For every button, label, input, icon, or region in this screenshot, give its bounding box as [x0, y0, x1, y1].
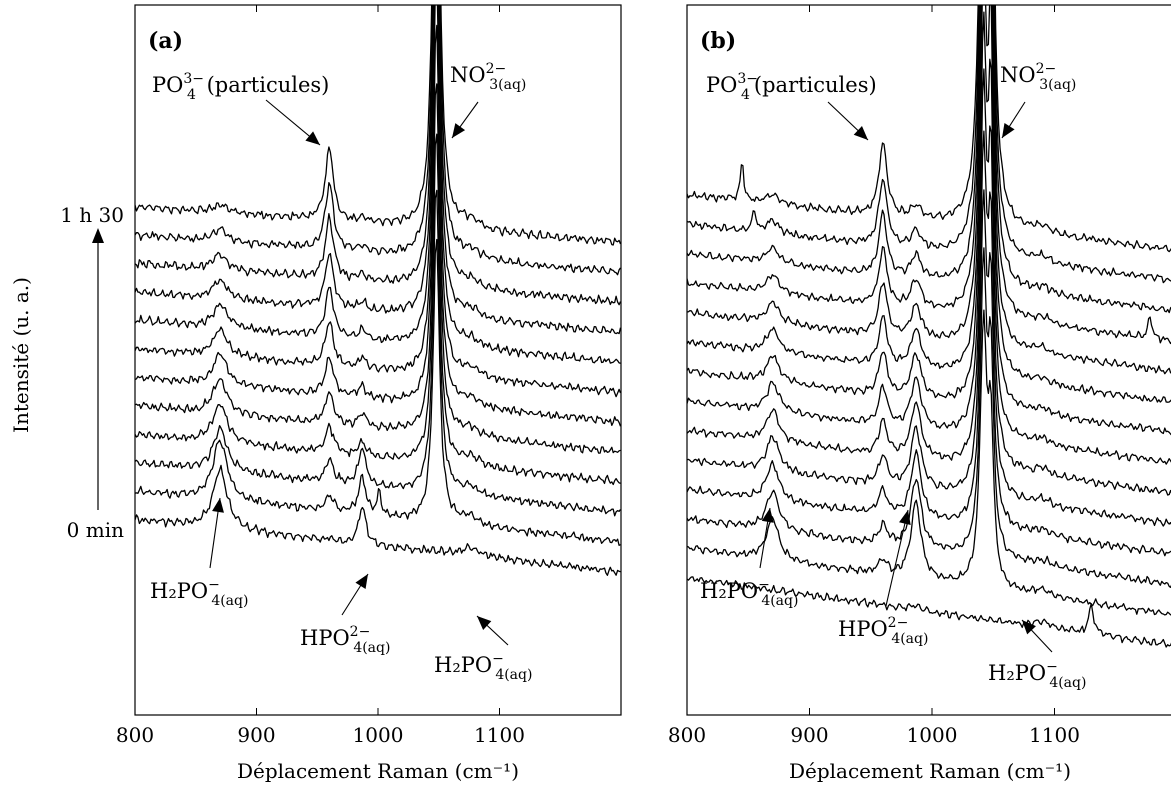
annotation-arrowhead-a-5 — [477, 616, 492, 630]
spectrum-b-6 — [687, 68, 1171, 496]
annotation-arrowhead-a-3 — [212, 498, 224, 513]
annotation-arrowhead-b-5 — [1022, 620, 1036, 635]
spectrum-a-1 — [135, 464, 621, 576]
annotation-b-1: PO3− 4 (particules) — [706, 71, 877, 103]
x-tick-label-a-800: 800 — [116, 723, 154, 747]
spectrum-b-7 — [687, 11, 1171, 465]
panel-a: 800 900 1000 1100 (a) PO3− 4 (particules) NO2… — [116, 4, 622, 783]
y-axis-label: Intensité (u. a.) — [9, 277, 33, 433]
spectrum-a-10 — [135, 5, 621, 306]
panel-a-spectra — [135, 5, 621, 576]
panel-b: 800 900 1000 1100 (b) PO3− 4 (particules) NO2−… — [668, 4, 1171, 783]
annotation-arrowhead-a-2 — [452, 123, 466, 138]
spectrum-a-2 — [135, 238, 621, 546]
spectrum-b-9 — [687, 5, 1171, 403]
annotation-a-1: PO3− 4 (particules) — [152, 71, 329, 103]
annotation-arrowhead-b-1 — [853, 126, 868, 140]
spectrum-a-11 — [135, 5, 621, 276]
panel-b-spectra — [687, 5, 1171, 648]
panel-a-x-axis-label: Déplacement Raman (cm⁻¹) — [237, 759, 519, 783]
x-tick-label-a-1100: 1100 — [474, 723, 525, 747]
annotation-arrowhead-a-1 — [305, 131, 320, 145]
x-tick-label-a-1000: 1000 — [353, 723, 404, 747]
spectrum-a-7 — [135, 5, 621, 398]
panel-a-label: (a) — [148, 28, 183, 54]
x-tick-label-b-900: 900 — [790, 723, 828, 747]
annotation-b-5: H₂PO− 4(aq) — [988, 659, 1086, 691]
spectrum-b-3 — [687, 247, 1171, 588]
spectrum-a-6 — [135, 24, 621, 427]
annotation-arrowhead-b-2 — [1002, 122, 1015, 138]
spectrum-b-14 — [687, 5, 1171, 253]
panel-a-annotations: PO3− 4 (particules) NO2− 3(aq) H₂PO− 4(aq) HPO… — [150, 61, 532, 683]
x-tick-label-a-900: 900 — [237, 723, 275, 747]
annotation-arrowhead-b-3 — [761, 508, 774, 523]
time-start-label: 0 min — [67, 518, 124, 542]
spectrum-b-8 — [687, 5, 1171, 436]
panel-b-ticks: 800 900 1000 1100 — [668, 5, 1080, 747]
panel-a-ticks: 800 900 1000 1100 — [116, 5, 525, 747]
annotation-a-5: H₂PO− 4(aq) — [434, 651, 532, 683]
annotation-b-2: NO2− 3(aq) — [1000, 61, 1076, 93]
annotation-arrowhead-b-4 — [899, 510, 911, 525]
panel-b-label: (b) — [700, 28, 736, 54]
spectrum-a-5 — [135, 83, 621, 454]
x-tick-label-b-1000: 1000 — [907, 723, 958, 747]
x-tick-label-b-800: 800 — [668, 723, 706, 747]
panel-b-x-axis-label: Déplacement Raman (cm⁻¹) — [789, 759, 1071, 783]
spectrum-b-11 — [687, 5, 1171, 345]
spectrum-a-8 — [135, 5, 621, 364]
annotation-b-4: HPO2− 4(aq) — [838, 615, 928, 647]
annotation-b-3: H₂PO− 4(aq) — [700, 577, 798, 609]
annotation-arrowhead-a-4 — [355, 574, 368, 590]
time-end-label: 1 h 30 — [60, 203, 124, 227]
spectrum-b-10 — [687, 5, 1171, 375]
spectrum-a-3 — [135, 189, 621, 517]
spectrum-b-13 — [687, 5, 1171, 284]
spectrum-a-9 — [135, 5, 621, 335]
panel-a-frame — [134, 4, 622, 716]
annotation-a-4: HPO2− 4(aq) — [300, 624, 390, 656]
annotation-a-3: H₂PO− 4(aq) — [150, 577, 248, 609]
spectrum-b-5 — [687, 130, 1171, 527]
x-tick-label-b-1100: 1100 — [1029, 723, 1080, 747]
annotation-arrow-b-4 — [885, 509, 909, 607]
spectrum-b-2 — [687, 309, 1171, 616]
spectrum-b-12 — [687, 5, 1171, 314]
spectrum-a-4 — [135, 133, 621, 486]
spectrum-b-4 — [687, 189, 1171, 557]
spectrum-a-12 — [135, 5, 621, 246]
spectrum-b-1 — [687, 576, 1171, 648]
annotation-a-2: NO2− 3(aq) — [450, 61, 526, 93]
time-arrow — [92, 228, 104, 510]
panel-b-annotations: PO3− 4 (particules) NO2− 3(aq) H₂PO− 4(aq) HPO2… — [700, 61, 1086, 691]
